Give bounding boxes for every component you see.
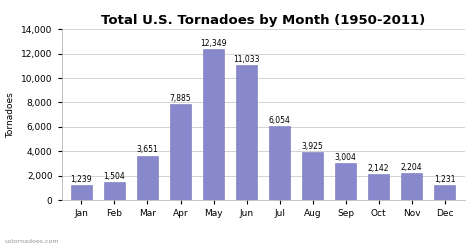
Title: Total U.S. Tornadoes by Month (1950-2011): Total U.S. Tornadoes by Month (1950-2011… [101,14,425,27]
Text: 3,004: 3,004 [335,153,356,162]
Text: 1,231: 1,231 [434,175,456,184]
Text: ustornadoes.com: ustornadoes.com [5,239,59,244]
Bar [71,185,92,200]
Text: 2,204: 2,204 [401,163,422,172]
Bar [137,155,158,200]
Text: 1,504: 1,504 [104,172,125,181]
Y-axis label: Tornadoes: Tornadoes [7,92,16,138]
Text: 3,651: 3,651 [137,145,158,154]
Text: 7,885: 7,885 [170,94,191,103]
Text: 1,239: 1,239 [71,175,92,184]
Bar [434,185,456,200]
Bar [368,174,389,200]
Bar [401,173,422,200]
Bar [104,182,125,200]
Text: 6,054: 6,054 [269,116,291,125]
Bar [269,126,290,200]
Bar [236,65,257,200]
Text: 2,142: 2,142 [368,164,390,173]
Text: 3,925: 3,925 [302,142,323,151]
Text: 12,349: 12,349 [201,39,227,48]
Text: 11,033: 11,033 [233,55,260,64]
Bar [335,163,356,200]
Bar [302,152,323,200]
Bar [203,50,224,200]
Bar [170,104,191,200]
